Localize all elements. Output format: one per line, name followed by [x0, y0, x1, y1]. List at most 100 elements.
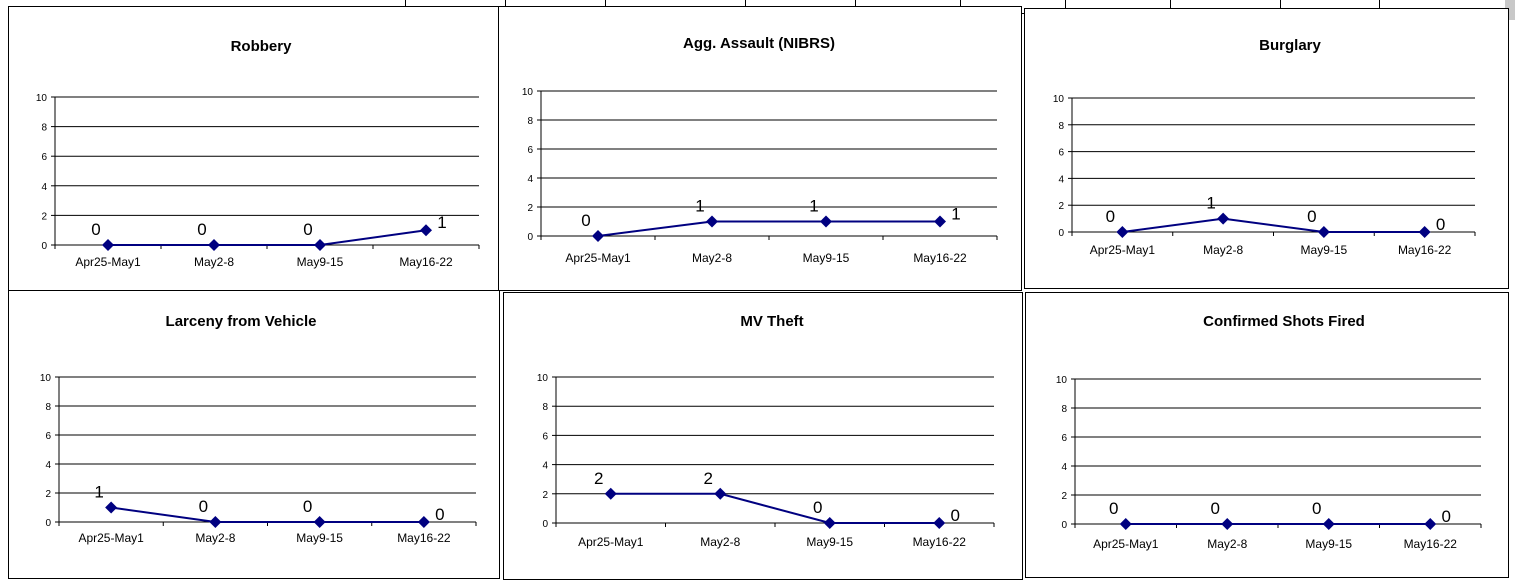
y-tick-label: 6	[542, 431, 548, 442]
data-point-marker	[102, 239, 114, 251]
y-tick-label: 0	[1058, 228, 1064, 239]
y-tick-label: 2	[527, 203, 533, 214]
data-point-marker	[1119, 518, 1132, 530]
y-tick-label: 10	[1053, 94, 1065, 105]
data-label: 0	[199, 497, 208, 516]
y-tick-label: 0	[527, 232, 533, 243]
chart-svg: Confirmed Shots Fired 0 2 4 6 8 10 Apr25-May1 Ma…	[1056, 313, 1482, 551]
chart-title: Larceny from Vehicle	[166, 313, 317, 330]
chart-panel-confirmed-shots-fired: Confirmed Shots Fired 0 2 4 6 8 10 Apr25-May1 Ma…	[1025, 292, 1509, 578]
series-line	[610, 492, 940, 524]
data-point-marker	[420, 224, 432, 237]
y-tick-label: 2	[1058, 201, 1064, 212]
x-tick-label: May9-15	[806, 535, 853, 549]
y-tick-label: 4	[1058, 174, 1064, 185]
chart-panel-burglary: Burglary 0 2 4 6 8 10 Apr25-May1 May2-8 May9-15 Ma…	[1024, 8, 1509, 289]
data-label: 0	[1442, 507, 1451, 526]
data-label: 0	[1106, 207, 1115, 226]
data-label: 1	[94, 483, 103, 502]
data-label: 0	[1436, 215, 1445, 234]
data-point-marker	[934, 215, 946, 228]
x-tick-label: May2-8	[700, 535, 740, 549]
y-tick-label: 10	[1056, 375, 1068, 386]
chart-title: Agg. Assault (NIBRS)	[683, 35, 835, 52]
data-point-marker	[1418, 226, 1431, 238]
x-tick-label: May16-22	[399, 255, 453, 269]
data-point-marker	[714, 487, 727, 500]
data-point-marker	[1317, 226, 1330, 238]
chart-panel-agg-assault: Agg. Assault (NIBRS) 0 2 4 6 8 10 Apr25-May1 May…	[498, 6, 1022, 291]
x-tick-label: May9-15	[296, 531, 343, 545]
y-tick-label: 6	[1058, 148, 1064, 159]
y-tick-label: 10	[537, 373, 549, 384]
data-label: 2	[594, 469, 603, 488]
data-label: 0	[1211, 499, 1220, 518]
data-label: 0	[197, 220, 206, 239]
data-label: 0	[951, 506, 960, 525]
data-point-marker	[313, 516, 326, 528]
data-label: 0	[581, 211, 590, 230]
y-tick-label: 6	[1061, 433, 1067, 444]
y-tick-label: 4	[542, 461, 548, 472]
data-point-marker	[604, 487, 617, 500]
y-tick-label: 2	[45, 489, 51, 500]
x-tick-label: Apr25-May1	[565, 251, 631, 265]
x-tick-label: May2-8	[195, 531, 235, 545]
y-tick-label: 2	[1061, 491, 1067, 502]
chart-svg: MV Theft 0 2 4 6 8 10 Apr25-May1 May2-8 May9-15 Ma…	[537, 313, 995, 549]
x-tick-label: Apr25-May1	[75, 255, 141, 269]
y-tick-label: 10	[36, 93, 48, 104]
chart-panel-mv-theft: MV Theft 0 2 4 6 8 10 Apr25-May1 May2-8 May9-15 Ma…	[503, 292, 1023, 580]
series-line	[1122, 217, 1425, 233]
y-tick-label: 8	[1061, 404, 1067, 415]
chart-title: Robbery	[231, 38, 293, 55]
data-label: 0	[1307, 207, 1316, 226]
chart-panel-larceny-from-vehicle: Larceny from Vehicle 0 2 4 6 8 10 Apr25-May1 May…	[8, 290, 500, 579]
data-label: 0	[813, 498, 822, 517]
y-tick-label: 8	[45, 402, 51, 413]
x-tick-label: Apr25-May1	[78, 531, 144, 545]
y-tick-label: 0	[41, 241, 47, 252]
series-line	[110, 506, 424, 523]
x-tick-label: May9-15	[803, 251, 850, 265]
y-tick-label: 4	[527, 174, 533, 185]
y-tick-label: 0	[1061, 520, 1067, 531]
x-tick-label: Apr25-May1	[1093, 537, 1159, 551]
data-point-marker	[1424, 518, 1437, 530]
data-point-marker	[592, 230, 604, 242]
y-tick-label: 8	[1058, 121, 1064, 132]
y-tick-label: 4	[41, 182, 47, 193]
chart-panel-robbery: Robbery 0 2 4 6 8 10 Apr25-May1 May2-8 May9-15 May…	[8, 6, 499, 296]
chart-title: Burglary	[1259, 37, 1321, 54]
data-point-marker	[1322, 518, 1335, 530]
y-tick-label: 6	[41, 152, 47, 163]
x-tick-label: May2-8	[1207, 537, 1247, 551]
data-point-marker	[820, 215, 832, 228]
y-tick-label: 2	[542, 490, 548, 501]
x-tick-label: Apr25-May1	[578, 535, 644, 549]
y-tick-label: 4	[45, 460, 51, 471]
data-label: 0	[1109, 499, 1118, 518]
data-point-marker	[933, 517, 946, 529]
data-point-marker	[208, 239, 220, 251]
x-tick-label: May2-8	[1203, 243, 1243, 257]
chart-title: MV Theft	[740, 313, 803, 330]
data-point-marker	[417, 516, 430, 528]
scroll-tab	[1505, 0, 1515, 20]
x-tick-label: May16-22	[397, 531, 451, 545]
x-tick-label: May16-22	[913, 251, 967, 265]
data-label: 1	[437, 213, 446, 232]
y-tick-label: 4	[1061, 462, 1067, 473]
data-label: 1	[809, 197, 818, 216]
y-tick-label: 10	[40, 373, 52, 384]
y-tick-label: 8	[542, 402, 548, 413]
x-tick-label: May16-22	[1404, 537, 1458, 551]
data-label: 0	[1312, 499, 1321, 518]
x-tick-label: May9-15	[1305, 537, 1352, 551]
y-tick-label: 2	[41, 211, 47, 222]
data-point-marker	[1221, 518, 1234, 530]
